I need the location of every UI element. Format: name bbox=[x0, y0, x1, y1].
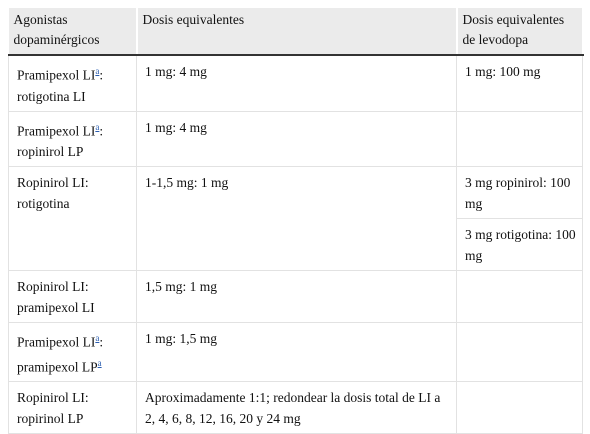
dose-table: Agonistas dopaminérgicos Dosis equivalen… bbox=[8, 8, 584, 434]
drug-cell: Ropinirol LI: rotigotina bbox=[8, 166, 137, 271]
levodopa-cell: 1 mg: 100 mg bbox=[456, 54, 583, 112]
footnote-link[interactable]: a bbox=[97, 357, 102, 368]
drug-text: Pramipexol LI bbox=[17, 334, 96, 350]
drug-text: : rotigotina LI bbox=[17, 67, 104, 104]
levodopa-cell: 3 mg rotigotina: 100 mg bbox=[456, 218, 583, 271]
footnote: a bbox=[95, 65, 99, 77]
dose-cell: 1 mg: 1,5 mg bbox=[136, 322, 457, 382]
dose-cell: 1,5 mg: 1 mg bbox=[136, 270, 457, 323]
header-cell: Dosis equivalentes de levodopa bbox=[456, 8, 584, 56]
row: Pramipexol LIa: pramipexol LPa 1 mg: 1,5 … bbox=[8, 322, 583, 382]
drug-text: Ropinirol LI: ropirinol LP bbox=[17, 390, 89, 426]
drug-text: Pramipexol LI bbox=[17, 67, 96, 83]
table-body: Pramipexol LIa: rotigotina LI 1 mg: 4 mg 1… bbox=[8, 54, 583, 434]
header-cell: Dosis equivalentes bbox=[136, 8, 458, 56]
row: Ropinirol LI: pramipexol LI 1,5 mg: 1 mg bbox=[8, 270, 583, 323]
drug-text: : ropinirol LP bbox=[17, 123, 104, 159]
row: Pramipexol LIa: ropinirol LP 1 mg: 4 mg bbox=[8, 110, 583, 167]
footnote: a bbox=[95, 121, 99, 133]
page: Agonistas dopaminérgicos Dosis equivalen… bbox=[8, 8, 584, 434]
drug-text: Pramipexol LI bbox=[17, 123, 96, 138]
levodopa-cell bbox=[456, 381, 583, 434]
row: Ropinirol LI: rotigotina 1-1,5 mg: 1 mg 3 … bbox=[8, 166, 583, 271]
drug-cell: Pramipexol LIa: rotigotina LI bbox=[8, 54, 137, 112]
dose-cell: 1 mg: 4 mg bbox=[136, 110, 457, 167]
levodopa-cell: 3 mg ropinirol: 100 mg bbox=[456, 166, 583, 219]
drug-cell: Pramipexol LIa: pramipexol LPa bbox=[8, 322, 137, 382]
levodopa-cell bbox=[456, 110, 583, 167]
levodopa-cell bbox=[456, 270, 583, 323]
drug-text: : pramipexol LP bbox=[17, 334, 104, 375]
drug-cell: Ropinirol LI: ropirinol LP bbox=[8, 381, 137, 434]
header-row: Agonistas dopaminérgicos Dosis equivalen… bbox=[8, 8, 584, 56]
drug-cell: Ropinirol LI: pramipexol LI bbox=[8, 270, 137, 323]
drug-text: Ropinirol LI: pramipexol LI bbox=[17, 279, 95, 315]
dose-cell: 1 mg: 4 mg bbox=[136, 54, 457, 112]
footnote: a bbox=[95, 332, 99, 344]
row: Pramipexol LIa: rotigotina LI 1 mg: 4 mg 1… bbox=[8, 54, 583, 112]
footnote: a bbox=[98, 357, 102, 369]
header-cell: Agonistas dopaminérgicos bbox=[8, 8, 138, 56]
dose-cell: Aproximadamente 1:1; redondear la dosis … bbox=[136, 381, 457, 434]
dose-cell: 1-1,5 mg: 1 mg bbox=[136, 166, 457, 271]
drug-cell: Pramipexol LIa: ropinirol LP bbox=[8, 110, 137, 167]
drug-text: Ropinirol LI: rotigotina bbox=[17, 175, 89, 211]
footnote-link[interactable]: a bbox=[95, 121, 100, 132]
footnote-link[interactable]: a bbox=[95, 66, 100, 76]
levodopa-cell bbox=[456, 322, 583, 382]
footnote-link[interactable]: a bbox=[95, 333, 100, 343]
row: Ropinirol LI: ropirinol LP Aproximadament… bbox=[8, 381, 583, 434]
